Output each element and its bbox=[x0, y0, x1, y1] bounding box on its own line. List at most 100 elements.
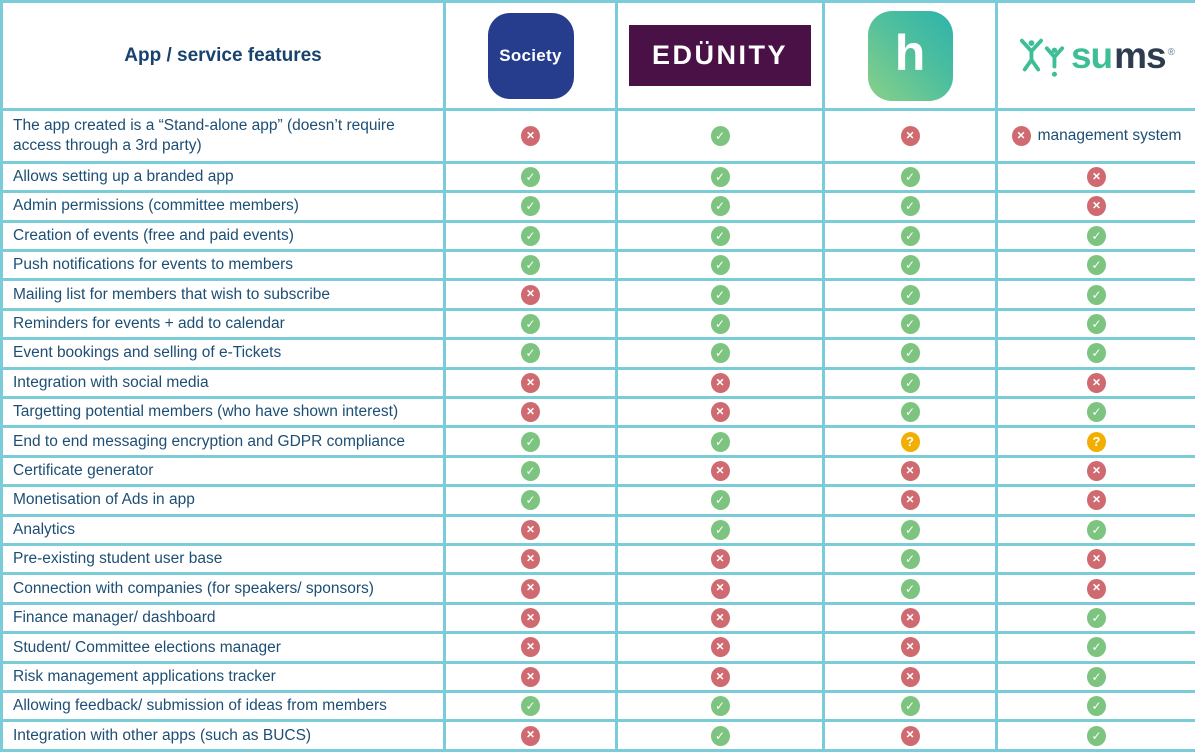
feature-label: Reminders for events + add to calendar bbox=[0, 307, 446, 341]
question-icon: ? bbox=[900, 431, 920, 452]
society-status-cell: ✓ bbox=[443, 219, 618, 252]
check-icon: ✓ bbox=[900, 166, 920, 187]
table-row: Finance manager/ dashboard ✕ ✕ ✕ ✓ bbox=[0, 601, 1195, 635]
sums-status-cell: ✕ bbox=[995, 572, 1195, 605]
sums-status-cell: ✕ management system bbox=[995, 108, 1195, 164]
edunity-status-cell: ✕ bbox=[615, 572, 825, 605]
cross-icon: ✕ bbox=[1011, 125, 1031, 146]
cross-icon: ✕ bbox=[521, 725, 540, 746]
table-row: Reminders for events + add to calendar ✓ ✓… bbox=[0, 307, 1195, 341]
cross-icon: ✕ bbox=[900, 637, 920, 658]
table-row: Pre-existing student user base ✕ ✕ ✓ ✕ bbox=[0, 542, 1195, 576]
h-status-cell: ✕ bbox=[822, 631, 998, 664]
check-icon: ✓ bbox=[1087, 313, 1106, 334]
h-status-cell: ✓ bbox=[822, 395, 998, 429]
edunity-logo: EDÜNITY bbox=[629, 25, 811, 86]
check-icon: ✓ bbox=[521, 255, 540, 276]
table-row: Allows setting up a branded app ✓ ✓ ✓ ✕ bbox=[0, 160, 1195, 194]
h-status-cell: ✓ bbox=[822, 307, 998, 341]
check-icon: ✓ bbox=[1087, 666, 1106, 687]
feature-label: Admin permissions (committee members) bbox=[0, 190, 446, 223]
h-status-cell: ? bbox=[822, 425, 998, 458]
check-icon: ✓ bbox=[900, 196, 920, 217]
sums-status-cell: ✓ bbox=[995, 395, 1195, 429]
table-row: Risk management applications tracker ✕ ✕ ✕ ✓ bbox=[0, 660, 1195, 694]
cross-icon: ✕ bbox=[710, 578, 730, 599]
feature-label: End to end messaging encryption and GDPR… bbox=[0, 425, 446, 458]
cross-icon: ✕ bbox=[710, 461, 730, 481]
column-header-society: Society bbox=[443, 0, 618, 111]
header-row: App / service features Society EDÜNITY h bbox=[0, 0, 1195, 111]
sums-status-cell: ✓ bbox=[995, 337, 1195, 370]
h-status-cell: ✓ bbox=[822, 219, 998, 252]
cross-icon: ✕ bbox=[521, 284, 540, 305]
edunity-status-cell: ✕ bbox=[615, 660, 825, 694]
cross-icon: ✕ bbox=[900, 666, 920, 687]
edunity-status-cell: ✓ bbox=[615, 307, 825, 341]
table-row: Connection with companies (for speakers/… bbox=[0, 572, 1195, 605]
sums-status-cell: ✓ bbox=[995, 248, 1195, 282]
cross-icon: ✕ bbox=[521, 125, 540, 146]
feature-label: Targetting potential members (who have s… bbox=[0, 395, 446, 429]
edunity-status-cell: ✓ bbox=[615, 190, 825, 223]
check-icon: ✓ bbox=[1087, 519, 1106, 540]
check-icon: ✓ bbox=[710, 313, 730, 334]
h-status-cell: ✓ bbox=[822, 513, 998, 547]
check-icon: ✓ bbox=[521, 490, 540, 511]
cell-note: management system bbox=[1037, 126, 1182, 144]
table-row: Event bookings and selling of e-Tickets ✓… bbox=[0, 337, 1195, 370]
check-icon: ✓ bbox=[710, 166, 730, 187]
check-icon: ✓ bbox=[521, 225, 540, 246]
check-icon: ✓ bbox=[521, 461, 540, 481]
check-icon: ✓ bbox=[710, 284, 730, 305]
sums-status-cell: ✓ bbox=[995, 278, 1195, 311]
h-status-cell: ✓ bbox=[822, 690, 998, 723]
cross-icon: ✕ bbox=[710, 637, 730, 658]
h-status-cell: ✕ bbox=[822, 108, 998, 164]
cross-icon: ✕ bbox=[710, 608, 730, 629]
society-status-cell: ✓ bbox=[443, 690, 618, 723]
feature-label: Allowing feedback/ submission of ideas f… bbox=[0, 690, 446, 723]
edunity-status-cell: ✓ bbox=[615, 484, 825, 517]
cross-icon: ✕ bbox=[521, 637, 540, 658]
sums-trademark-icon: ® bbox=[1167, 46, 1176, 58]
edunity-status-cell: ✕ bbox=[615, 601, 825, 635]
sums-status-cell: ✕ bbox=[995, 454, 1195, 488]
check-icon: ✓ bbox=[710, 225, 730, 246]
check-icon: ✓ bbox=[900, 372, 920, 393]
table-row: The app created is a “Stand-alone app” (… bbox=[0, 108, 1195, 164]
edunity-logo-label: EDÜNITY bbox=[651, 40, 788, 70]
society-status-cell: ✓ bbox=[443, 190, 618, 223]
table-row: Creation of events (free and paid events… bbox=[0, 219, 1195, 252]
h-app-logo-letter: h bbox=[894, 24, 926, 81]
society-status-cell: ✕ bbox=[443, 513, 618, 547]
table-row: Targetting potential members (who have s… bbox=[0, 395, 1195, 429]
check-icon: ✓ bbox=[900, 343, 920, 364]
check-icon: ✓ bbox=[900, 519, 920, 540]
check-icon: ✓ bbox=[521, 166, 540, 187]
feature-label: Integration with other apps (such as BUC… bbox=[0, 719, 446, 752]
check-icon: ✓ bbox=[1087, 343, 1106, 364]
sums-logo-su: su bbox=[1070, 34, 1113, 76]
feature-label: Integration with social media bbox=[0, 366, 446, 400]
h-status-cell: ✕ bbox=[822, 660, 998, 694]
table-row: Admin permissions (committee members) ✓ ✓ ✓… bbox=[0, 190, 1195, 223]
feature-label: Event bookings and selling of e-Tickets bbox=[0, 337, 446, 370]
feature-label: Push notifications for events to members bbox=[0, 248, 446, 282]
sums-status-cell: ✓ bbox=[995, 307, 1195, 341]
h-status-cell: ✓ bbox=[822, 190, 998, 223]
edunity-status-cell: ✕ bbox=[615, 395, 825, 429]
table-row: Integration with other apps (such as BUC… bbox=[0, 719, 1195, 752]
table-row: Allowing feedback/ submission of ideas f… bbox=[0, 690, 1195, 723]
sums-status-cell: ✕ bbox=[995, 484, 1195, 517]
cross-icon: ✕ bbox=[900, 125, 920, 146]
feature-label: Certificate generator bbox=[0, 454, 446, 488]
edunity-status-cell: ✓ bbox=[615, 278, 825, 311]
h-status-cell: ✓ bbox=[822, 337, 998, 370]
check-icon: ✓ bbox=[1087, 608, 1106, 629]
table-row: Monetisation of Ads in app ✓ ✓ ✕ ✕ bbox=[0, 484, 1195, 517]
cross-icon: ✕ bbox=[900, 461, 920, 481]
check-icon: ✓ bbox=[710, 196, 730, 217]
check-icon: ✓ bbox=[900, 402, 920, 423]
